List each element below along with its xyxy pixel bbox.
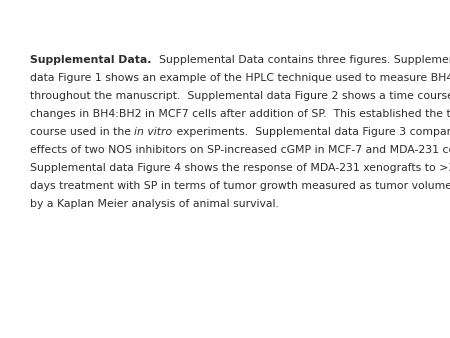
- Text: Supplemental Data.: Supplemental Data.: [30, 55, 152, 65]
- Text: in vitro: in vitro: [135, 127, 173, 137]
- Text: course used in the: course used in the: [30, 127, 135, 137]
- Text: experiments.  Supplemental data Figure 3 compares the: experiments. Supplemental data Figure 3 …: [173, 127, 450, 137]
- Text: effects of two NOS inhibitors on SP-increased cGMP in MCF-7 and MDA-231 cells.: effects of two NOS inhibitors on SP-incr…: [30, 145, 450, 155]
- Text: Supplemental data Figure 4 shows the response of MDA-231 xenografts to >30: Supplemental data Figure 4 shows the res…: [30, 163, 450, 173]
- Text: data Figure 1 shows an example of the HPLC technique used to measure BH4:BH2: data Figure 1 shows an example of the HP…: [30, 73, 450, 83]
- Text: days treatment with SP in terms of tumor growth measured as tumor volumes and: days treatment with SP in terms of tumor…: [30, 181, 450, 191]
- Text: by a Kaplan Meier analysis of animal survival.: by a Kaplan Meier analysis of animal sur…: [30, 199, 279, 209]
- Text: throughout the manuscript.  Supplemental data Figure 2 shows a time course of: throughout the manuscript. Supplemental …: [30, 91, 450, 101]
- Text: changes in BH4:BH2 in MCF7 cells after addition of SP.  This established the tim: changes in BH4:BH2 in MCF7 cells after a…: [30, 109, 450, 119]
- Text: Supplemental Data contains three figures. Supplemental: Supplemental Data contains three figures…: [152, 55, 450, 65]
